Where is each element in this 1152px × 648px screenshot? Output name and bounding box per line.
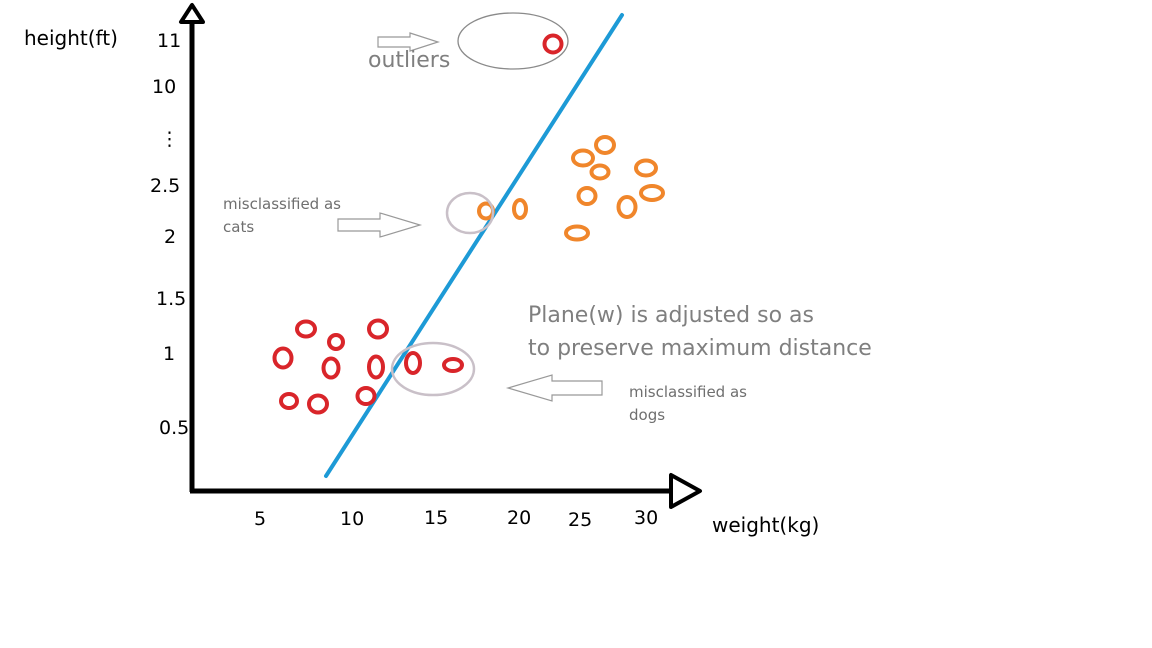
x-axis-label: weight(kg) (712, 513, 819, 537)
red-point (327, 333, 345, 351)
orange-point (634, 158, 658, 178)
red-point (321, 356, 341, 380)
orange-point (571, 148, 595, 168)
red-point (307, 393, 329, 415)
outlier-highlight-ellipse (457, 12, 569, 70)
axes (179, 3, 702, 509)
red-point (272, 346, 294, 370)
x-tick-label: 10 (340, 508, 364, 530)
arrow-right-outline-icon (337, 212, 423, 238)
misclassified-dogs-label-line1: misclassified as (629, 383, 747, 401)
orange-point (616, 195, 638, 219)
y-tick-label: 1.5 (156, 288, 186, 310)
y-tick-label: 0.5 (159, 417, 189, 439)
y-tick-label: 2 (164, 226, 176, 248)
plane-description-line1: Plane(w) is adjusted so as (528, 303, 814, 328)
outliers-label: outliers (368, 48, 450, 73)
orange-point (576, 186, 598, 206)
decision-plane-line (324, 13, 624, 478)
y-axis-arrowhead-icon (179, 3, 205, 24)
x-tick-label: 15 (424, 507, 448, 529)
red-point (367, 354, 385, 380)
orange-point (594, 135, 616, 155)
red-point (295, 319, 317, 339)
orange-point (589, 163, 611, 181)
misclassified-cats-highlight (445, 191, 495, 235)
misclassified-cats-label-line1: misclassified as (223, 195, 341, 213)
red-class-points (272, 318, 464, 415)
misclassified-dogs-label-line2: dogs (629, 406, 665, 424)
orange-class-points (477, 135, 665, 242)
x-tick-label: 5 (254, 508, 266, 530)
x-tick-label: 20 (507, 507, 531, 529)
y-tick-label: 11 (157, 30, 181, 52)
y-tick-label: 2.5 (150, 175, 180, 197)
arrow-right-outline-icon (377, 32, 440, 52)
orange-point (639, 184, 665, 202)
x-tick-label: 25 (568, 509, 592, 531)
orange-point (564, 224, 590, 242)
orange-point (512, 198, 528, 220)
plane-description-line2: to preserve maximum distance (528, 336, 872, 361)
misclassified-dogs-highlight (390, 341, 476, 397)
red-point (279, 392, 299, 410)
red-point-misclassified (404, 351, 422, 375)
x-tick-label: 30 (634, 507, 658, 529)
x-axis-arrowhead-icon (669, 473, 702, 509)
y-tick-label: 1 (163, 343, 175, 365)
y-axis-label: height(ft) (24, 26, 118, 50)
y-tick-label: 10 (152, 76, 176, 98)
red-point (355, 386, 377, 406)
misclassified-cats-label-line2: cats (223, 218, 254, 236)
y-tick-ellipsis: ⋮ (160, 128, 179, 150)
red-point-misclassified (442, 357, 464, 373)
outlier-red-point (542, 33, 564, 55)
red-point (367, 318, 389, 340)
arrow-left-outline-icon (505, 374, 603, 402)
